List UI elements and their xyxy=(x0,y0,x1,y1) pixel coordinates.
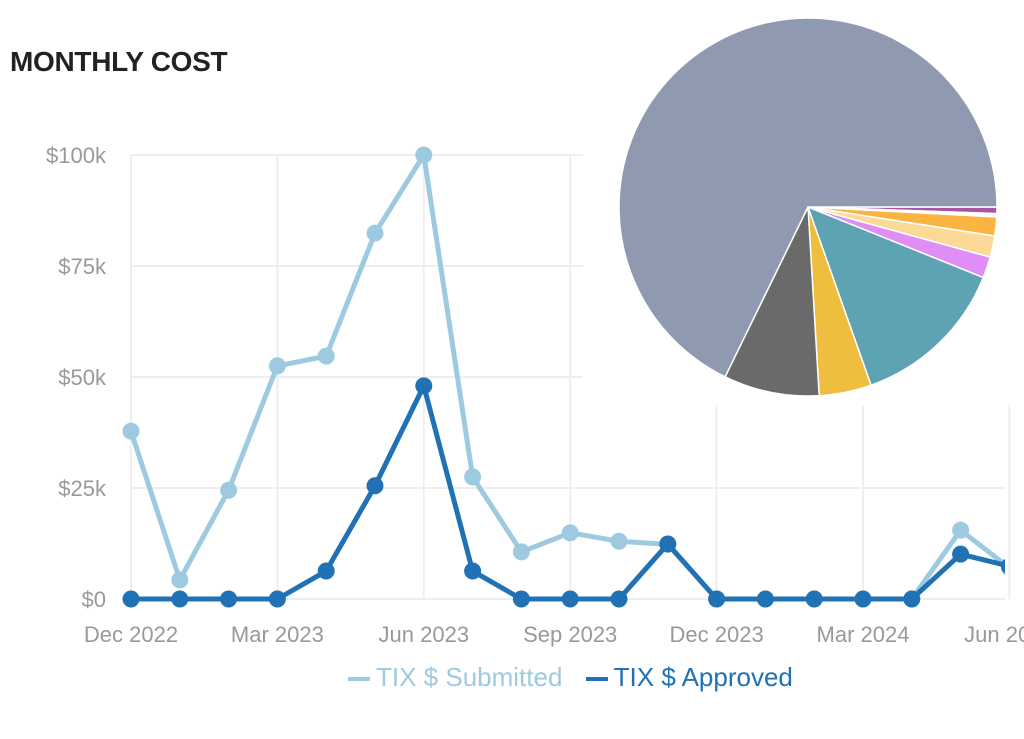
x-tick-label: Dec 2022 xyxy=(84,622,178,647)
chart-title: MONTHLY COST xyxy=(10,46,228,77)
data-point xyxy=(171,571,189,589)
data-point xyxy=(268,357,286,375)
data-point xyxy=(366,224,384,242)
data-point xyxy=(415,146,433,164)
data-point xyxy=(220,590,238,608)
data-point xyxy=(415,377,433,395)
y-tick-label: $50k xyxy=(58,365,107,390)
pie-slice xyxy=(806,205,985,387)
pie-chart xyxy=(618,17,998,397)
data-point xyxy=(512,543,530,561)
data-point xyxy=(561,590,579,608)
pie-slice xyxy=(618,17,998,378)
data-point xyxy=(610,532,628,550)
y-tick-label: $25k xyxy=(58,476,107,501)
data-point xyxy=(854,590,872,608)
series-approved xyxy=(122,377,1005,608)
legend: TIX $ Submitted TIX $ Approved xyxy=(0,662,1024,693)
x-tick-label: Sep 2023 xyxy=(523,622,617,647)
legend-item-submitted[interactable]: TIX $ Submitted xyxy=(348,662,562,693)
x-tick-label: Mar 2024 xyxy=(817,622,910,647)
y-axis: $0 $25k $50k $75k $100k xyxy=(46,143,107,612)
data-point xyxy=(268,590,286,608)
legend-swatch xyxy=(585,677,608,682)
data-point xyxy=(952,521,970,539)
x-tick-label: Jun 2023 xyxy=(379,622,470,647)
pie-slice xyxy=(724,204,820,397)
data-point xyxy=(1000,558,1005,574)
data-point xyxy=(464,468,482,486)
x-tick-label: Mar 2023 xyxy=(231,622,324,647)
y-tick-label: $0 xyxy=(82,587,106,612)
y-tick-label: $75k xyxy=(58,254,107,279)
legend-swatch xyxy=(348,677,370,682)
y-tick-label: $100k xyxy=(46,143,107,168)
data-point xyxy=(317,347,335,365)
legend-label: TIX $ Approved xyxy=(613,662,793,692)
data-point xyxy=(756,590,774,608)
data-point xyxy=(952,545,970,563)
legend-item-approved[interactable]: TIX $ Approved xyxy=(585,662,793,693)
data-point xyxy=(610,590,628,608)
data-point xyxy=(220,481,238,499)
data-point xyxy=(805,590,823,608)
data-point xyxy=(366,477,384,495)
x-axis: Dec 2022 Mar 2023 Jun 2023 Sep 2023 Dec 2023… xyxy=(84,622,1024,647)
data-point xyxy=(512,590,530,608)
legend-label: TIX $ Submitted xyxy=(376,662,563,692)
data-point xyxy=(903,590,921,608)
data-point xyxy=(122,422,140,440)
data-point xyxy=(561,524,579,542)
data-point xyxy=(122,590,140,608)
data-point xyxy=(317,562,335,580)
data-point xyxy=(659,535,677,553)
data-point xyxy=(464,562,482,580)
x-tick-label: Dec 2023 xyxy=(670,622,764,647)
data-point xyxy=(171,590,189,608)
x-tick-label: Jun 2024 xyxy=(964,622,1024,647)
data-point xyxy=(708,590,726,608)
series-lines xyxy=(122,146,1005,608)
